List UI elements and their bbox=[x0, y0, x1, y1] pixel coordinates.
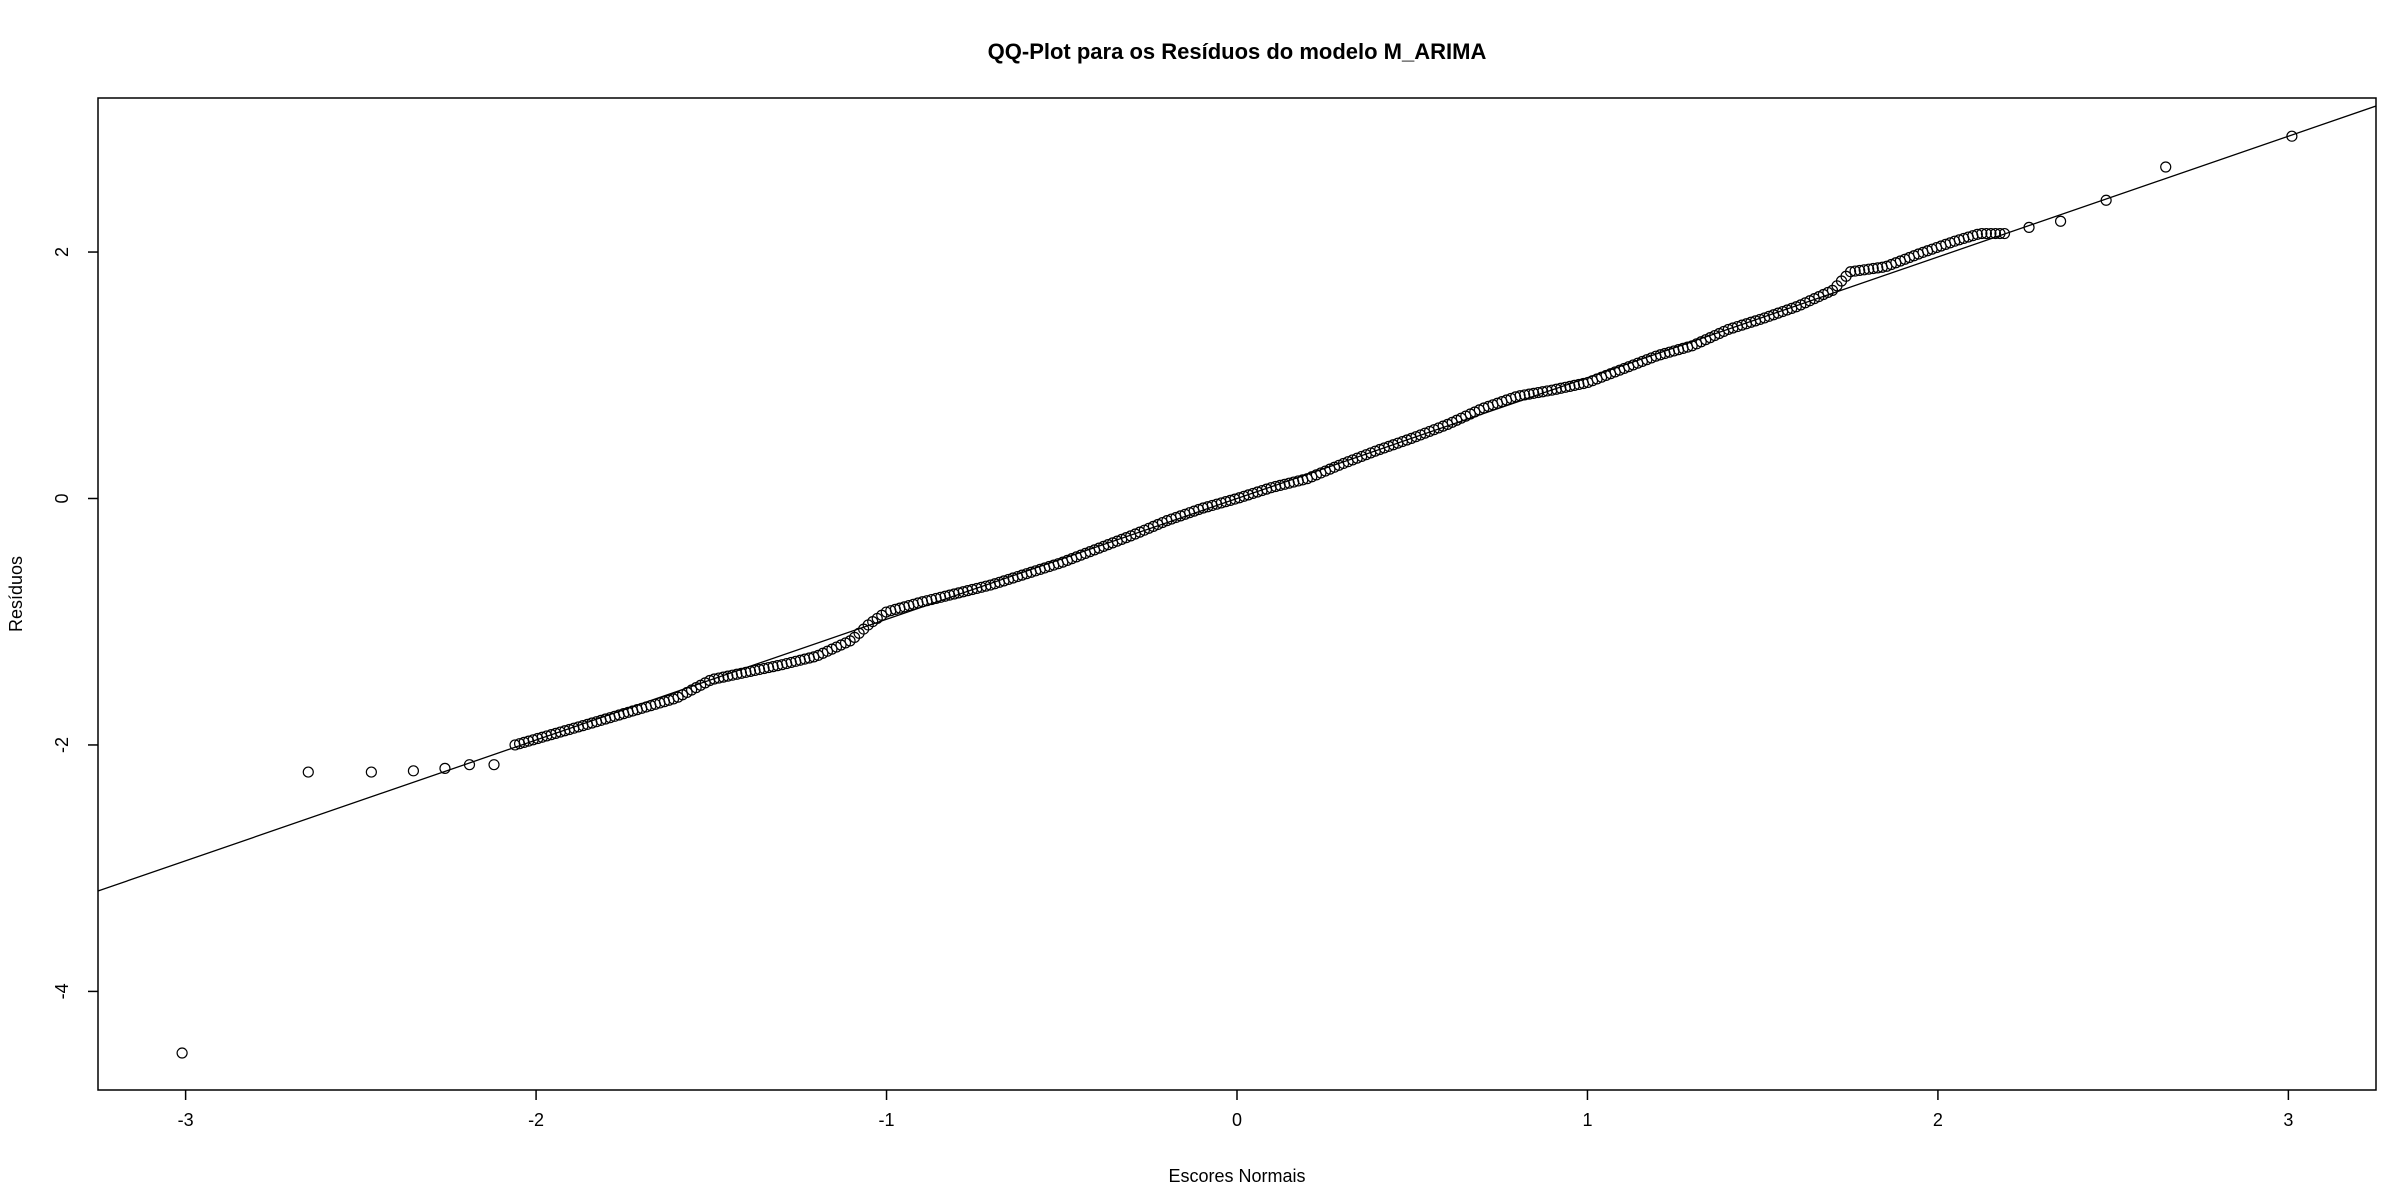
data-point bbox=[1863, 263, 1875, 275]
y-tick-label: 0 bbox=[52, 493, 72, 503]
data-point bbox=[2023, 221, 2035, 233]
data-point bbox=[1519, 389, 1531, 401]
data-point bbox=[1858, 264, 1870, 276]
data-point bbox=[2100, 194, 2112, 206]
reference-line-layer bbox=[98, 105, 2376, 892]
y-axis: -4 -2 0 2 bbox=[52, 247, 98, 999]
data-point bbox=[1980, 227, 1993, 240]
x-axis: -3 -2 -1 0 1 2 3 bbox=[178, 1090, 2293, 1130]
data-point bbox=[1523, 388, 1535, 400]
x-axis-label: Escores Normais bbox=[1168, 1166, 1305, 1186]
x-tick-label: 3 bbox=[2283, 1110, 2293, 1130]
data-point bbox=[1537, 386, 1549, 398]
data-point bbox=[1532, 386, 1544, 399]
x-tick-label: -1 bbox=[879, 1110, 895, 1130]
data-point bbox=[1998, 227, 2011, 240]
data-point bbox=[463, 759, 476, 771]
data-point bbox=[407, 765, 420, 777]
data-point bbox=[1985, 227, 1997, 240]
y-axis-label: Resíduos bbox=[6, 556, 26, 632]
data-point bbox=[365, 766, 377, 778]
data-point bbox=[1976, 227, 1988, 240]
data-point bbox=[2160, 161, 2172, 173]
data-point bbox=[2286, 130, 2298, 142]
data-point bbox=[302, 766, 314, 778]
data-point bbox=[176, 1047, 188, 1059]
x-tick-label: 1 bbox=[1582, 1110, 1592, 1130]
data-point bbox=[1994, 227, 2006, 240]
y-tick-label: -4 bbox=[52, 983, 72, 999]
x-tick-label: -3 bbox=[178, 1110, 194, 1130]
data-point bbox=[439, 762, 451, 774]
data-point bbox=[1872, 262, 1884, 274]
data-point bbox=[1867, 262, 1879, 275]
data-point bbox=[488, 759, 500, 771]
data-point bbox=[1514, 390, 1526, 402]
data-point bbox=[1541, 385, 1553, 397]
data-point bbox=[1971, 228, 1983, 240]
reference-line bbox=[98, 105, 2376, 892]
plot-frame bbox=[97, 97, 2377, 1091]
data-point bbox=[1844, 266, 1857, 278]
data-point bbox=[1989, 227, 2002, 240]
y-tick-label: 2 bbox=[52, 247, 72, 257]
x-tick-label: 2 bbox=[1933, 1110, 1943, 1130]
x-tick-label: 0 bbox=[1232, 1110, 1242, 1130]
data-point bbox=[1528, 387, 1540, 399]
data-point bbox=[1854, 264, 1866, 277]
x-tick-label: -2 bbox=[528, 1110, 544, 1130]
points-layer bbox=[176, 130, 2298, 1059]
chart-title: QQ-Plot para os Resíduos do modelo M_ARI… bbox=[988, 39, 1487, 64]
data-point bbox=[1849, 265, 1861, 277]
y-tick-label: -2 bbox=[52, 737, 72, 753]
data-point bbox=[2054, 215, 2067, 227]
